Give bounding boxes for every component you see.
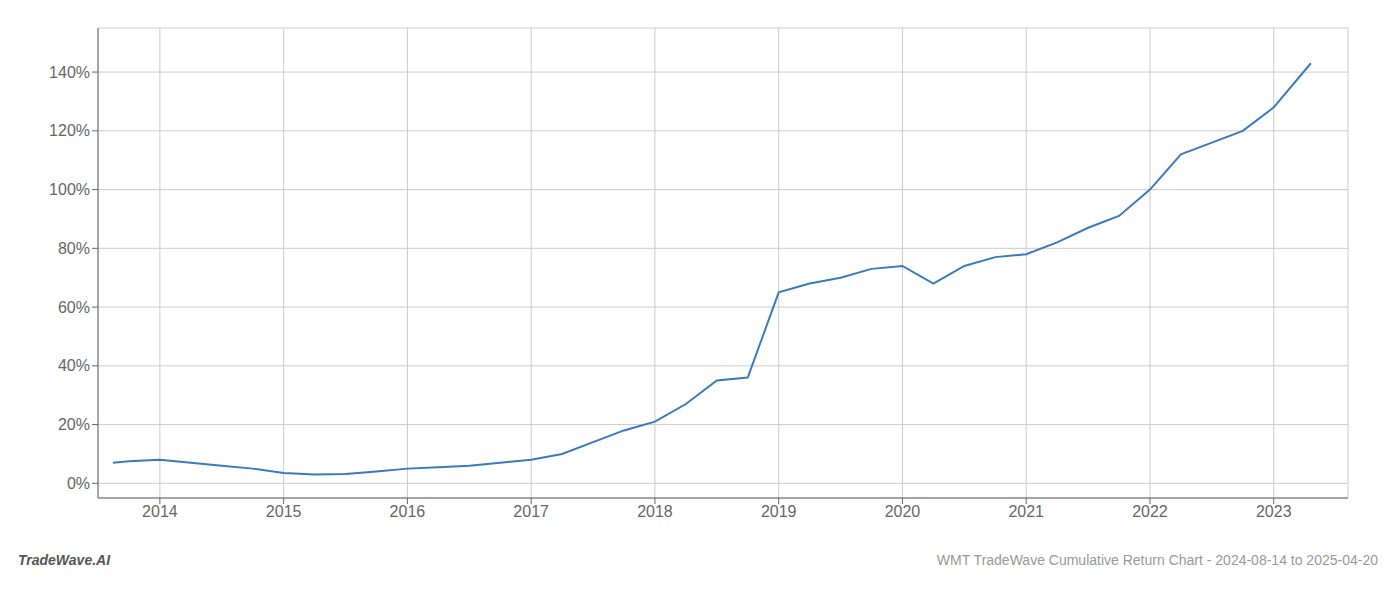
svg-text:2016: 2016 bbox=[390, 503, 426, 520]
svg-text:2022: 2022 bbox=[1132, 503, 1168, 520]
svg-text:0%: 0% bbox=[67, 475, 90, 492]
svg-text:2021: 2021 bbox=[1008, 503, 1044, 520]
svg-text:2023: 2023 bbox=[1256, 503, 1292, 520]
svg-text:2020: 2020 bbox=[885, 503, 921, 520]
svg-text:120%: 120% bbox=[49, 122, 90, 139]
svg-text:2014: 2014 bbox=[142, 503, 178, 520]
html-text:TradeWave.AI: TradeWave.AI bbox=[18, 552, 111, 568]
svg-text:2018: 2018 bbox=[637, 503, 673, 520]
svg-text:20%: 20% bbox=[58, 416, 90, 433]
svg-text:60%: 60% bbox=[58, 299, 90, 316]
svg-text:2015: 2015 bbox=[266, 503, 302, 520]
svg-text:2017: 2017 bbox=[513, 503, 549, 520]
svg-text:100%: 100% bbox=[49, 181, 90, 198]
svg-text:2019: 2019 bbox=[761, 503, 797, 520]
html-text:WMT TradeWave Cumulative Retur: WMT TradeWave Cumulative Return Chart - … bbox=[936, 552, 1378, 568]
svg-text:40%: 40% bbox=[58, 357, 90, 374]
svg-text:80%: 80% bbox=[58, 240, 90, 257]
svg-text:140%: 140% bbox=[49, 64, 90, 81]
